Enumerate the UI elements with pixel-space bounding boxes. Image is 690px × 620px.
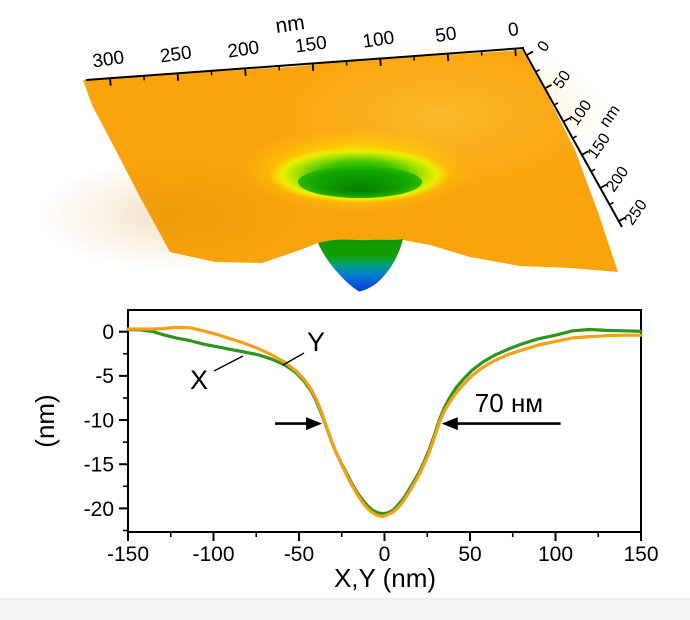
series-x-leader-line [213,355,244,372]
top-axis-tick-label: 300 [91,47,125,72]
width-arrow-head [306,417,323,431]
top-axis-tick-label: 200 [226,37,260,62]
profile-chart: 0 -5 -10 -15 -20 -150 -100 -50 0 50 100 150 X,Y (nm… [30,309,659,593]
right-axis-tick [581,150,589,156]
top-axis-tick-label: 100 [361,27,395,52]
x-axis-tick-label: -50 [284,543,314,566]
crater-lip-shadow [310,181,410,199]
profile-x-axis-label: X,Y (nm) [334,563,436,593]
right-axis-tick [599,183,608,189]
right-axis-tick-label: 0 [534,38,553,55]
width-arrow-head [441,417,458,431]
profile-y-axis-label: (nm) [30,394,60,447]
screenshot-footer-band [0,598,690,620]
x-axis-tick-label: 0 [379,543,391,566]
surface-top-axis-title: nm [274,11,306,38]
right-axis-minor-tick [572,135,577,139]
right-axis-tick [562,117,571,123]
top-axis-tick [446,53,450,62]
top-axis-tick [176,73,180,81]
top-axis-tick-label: 250 [159,42,193,67]
right-axis-minor-tick [609,201,614,206]
pit-cone [318,239,403,292]
x-axis-tick-label: 100 [538,543,573,566]
profile-axes: 0 -5 -10 -15 -20 -150 -100 -50 0 50 100 150 [84,309,659,566]
x-axis-tick-label: -100 [192,543,234,566]
top-axis-line [85,47,525,81]
right-axis-minor-tick [553,102,559,106]
top-axis-tick-label: 150 [294,32,328,57]
top-axis-tick-label: 50 [434,23,458,47]
top-axis-tick [109,78,112,86]
right-axis-tick [526,50,534,57]
y-axis-tick-label: -20 [84,498,114,521]
top-axis-tick [244,68,247,76]
width-arrows [275,417,561,431]
series-y-curve [126,325,643,518]
x-axis-tick-label: 150 [623,543,658,566]
right-axis-minor-tick [590,168,596,173]
x-axis-tick-label: 50 [458,543,481,566]
y-axis-tick-label: -10 [84,409,114,432]
series-x-curve [126,327,643,516]
top-axis-tick-label: 0 [507,19,520,41]
width-annotation-label: 70 нм [475,388,543,418]
y-axis-tick-label: -15 [84,454,114,477]
right-axis-tick [544,83,552,90]
right-axis-tick-label: 200 [603,164,632,196]
top-axis-tick [514,48,517,57]
y-axis-tick-label: 0 [102,321,114,344]
series-y-label: Y [307,327,325,357]
right-axis-minor-tick [535,68,540,73]
series-y-leader-line [282,352,305,366]
profile-curves [126,325,643,518]
right-axis-tick [618,216,626,223]
top-axis-tick [311,63,315,71]
surface-shade [40,160,300,270]
x-axis-tick-label: -150 [107,543,149,566]
top-axis-tick [379,58,382,67]
right-axis-line [522,48,623,228]
y-axis-tick-label: -5 [95,365,114,388]
series-x-label: X [190,365,208,395]
right-axis-tick-label: 250 [622,197,651,229]
